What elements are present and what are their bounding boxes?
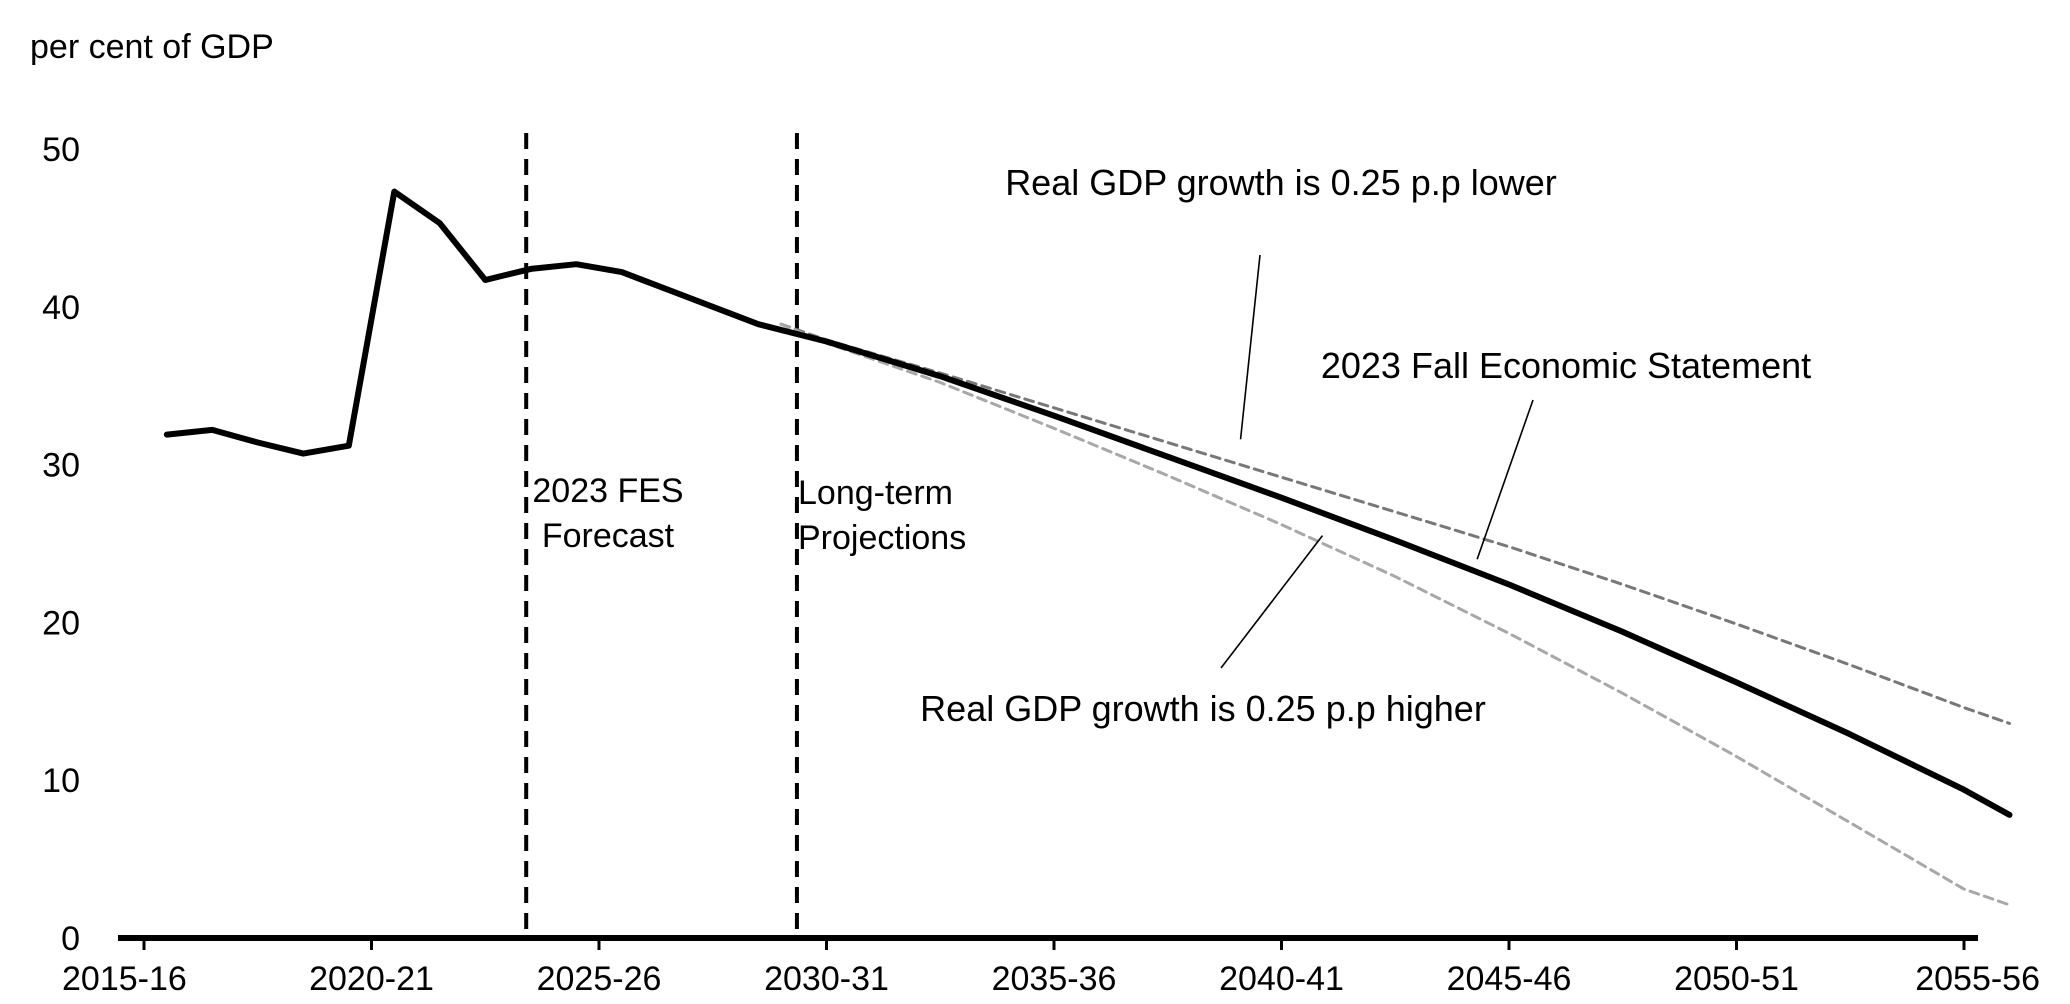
y-tick-label: 10 [42, 762, 80, 800]
y-axis-label: per cent of GDP [30, 28, 274, 66]
x-tick-label: 2030-31 [764, 960, 889, 998]
series-line-higher-growth [779, 322, 2011, 907]
series-line-fes [163, 188, 2013, 818]
x-tick-label: 2020-21 [309, 960, 434, 998]
y-tick-label: 30 [42, 447, 80, 485]
x-tick-label: 2055-56 [1915, 960, 2040, 998]
x-tick-label: 2045-46 [1447, 960, 1572, 998]
y-tick-labels: 0 10 20 30 40 50 [42, 131, 80, 958]
x-tick-labels: 2015-16 2020-21 2025-26 2030-31 2035-36 2040-… [62, 938, 2040, 998]
x-tick-label: 2025-26 [537, 960, 662, 998]
y-tick-label: 0 [61, 920, 80, 958]
annotation-leaders [1220, 254, 1534, 669]
annotation-lower-growth: Real GDP growth is 0.25 p.p lower [1005, 162, 1557, 203]
annotation-higher-growth: Real GDP growth is 0.25 p.p higher [920, 688, 1486, 729]
x-tick-label: 2040-41 [1219, 960, 1344, 998]
x-tick-label: 2015-16 [62, 960, 187, 998]
annotation-fes: 2023 Fall Economic Statement [1321, 345, 1811, 386]
y-tick-label: 50 [42, 131, 80, 169]
leader-higher-growth [1220, 535, 1324, 669]
y-tick-label: 20 [42, 604, 80, 642]
x-tick-label: 2050-51 [1674, 960, 1799, 998]
x-tick-label: 2035-36 [992, 960, 1117, 998]
y-tick-label: 40 [42, 289, 80, 327]
leader-fes [1476, 399, 1534, 560]
forecast-label-line2: Forecast [542, 517, 675, 555]
leader-lower-growth [1239, 254, 1261, 440]
projections-label-line1: Long-term [798, 474, 953, 512]
series-lines [163, 188, 2013, 907]
forecast-label-line1: 2023 FES [532, 472, 683, 510]
projections-label-line2: Projections [798, 519, 966, 557]
